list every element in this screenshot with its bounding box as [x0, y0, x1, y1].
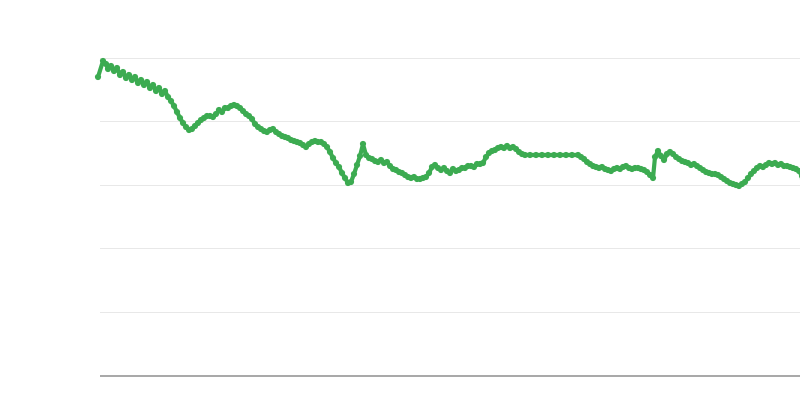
- price-trend-chart: [40, 16, 800, 384]
- chart-canvas: [94, 57, 800, 377]
- trend-line-markers: [94, 57, 800, 190]
- gridlines: [100, 58, 800, 313]
